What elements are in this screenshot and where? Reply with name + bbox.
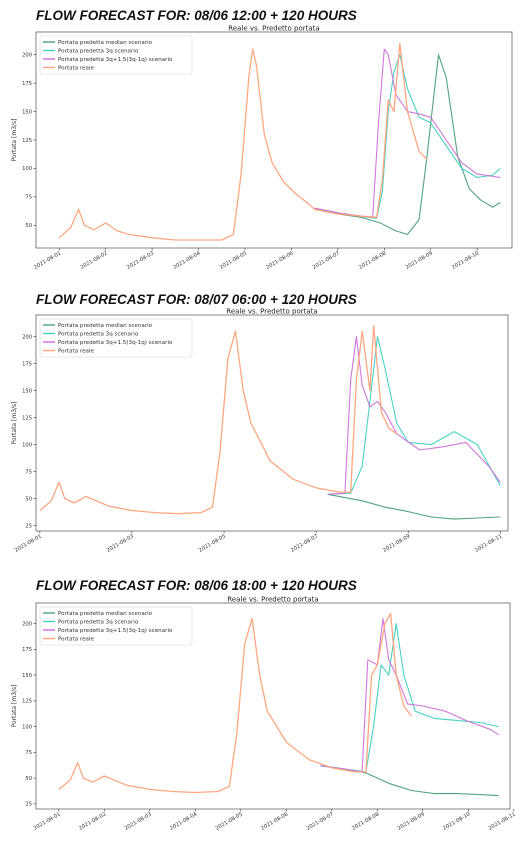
y-tick-label: 75 xyxy=(25,195,32,201)
x-tick-label: 2021-08-03 xyxy=(124,812,153,832)
x-tick-label: 2021-08-02 xyxy=(78,812,107,832)
x-tick-label: 2021-08-02 xyxy=(80,251,109,271)
x-tick-label: 2021-08-04 xyxy=(172,250,202,271)
series-line-q3iqr xyxy=(320,617,499,773)
y-tick-label: 100 xyxy=(22,724,32,730)
y-axis-label: Portata [m3/s] xyxy=(11,685,18,728)
flow-chart: Reale vs. Predetto portata Portata [m3/s]… xyxy=(11,308,509,554)
x-tick-label: 2021-08-07 xyxy=(312,251,341,271)
x-tick-label: 2021-08-09 xyxy=(382,534,411,554)
x-tick-label: 2021-08-08 xyxy=(358,251,387,271)
y-tick-label: 150 xyxy=(22,673,32,679)
x-tick-label: 2021-08-04 xyxy=(169,811,199,832)
forecast-heading: FLOW FORECAST FOR: 08/06 12:00 + 120 HOU… xyxy=(36,8,357,23)
flow-chart: Reale vs. Predetto portata Portata [m3/s]… xyxy=(11,596,517,832)
legend-box xyxy=(39,606,193,646)
x-tick-label: 2021-08-10 xyxy=(442,812,471,832)
legend-label-median: Portata predetta median scenario xyxy=(58,323,153,329)
x-tick-label: 2021-08-09 xyxy=(405,251,434,271)
y-tick-label: 200 xyxy=(22,621,32,627)
legend-label-reale: Portata reale xyxy=(58,66,95,72)
x-tick-label: 2021-08-05 xyxy=(215,812,244,832)
y-tick-label: 125 xyxy=(22,138,32,144)
series-line-reale xyxy=(58,612,412,794)
series-line-median xyxy=(327,493,501,520)
x-tick-label: 2021-08-05 xyxy=(219,251,248,271)
series-line-reale xyxy=(58,42,428,241)
legend-label-median: Portata predetta median scenario xyxy=(58,611,153,617)
x-tick-label: 2021-08-10 xyxy=(451,251,480,271)
y-tick-label: 25 xyxy=(25,523,32,529)
y-tick-label: 50 xyxy=(25,223,32,229)
x-tick-label: 2021-08-01 xyxy=(33,812,62,832)
y-tick-label: 200 xyxy=(22,334,32,340)
y-tick-label: 175 xyxy=(22,647,32,653)
y-tick-label: 25 xyxy=(25,802,32,808)
y-axis-label: Portata [m3/s] xyxy=(11,119,18,162)
flow-chart: Reale vs. Predetto portata Portata [m3/s]… xyxy=(11,25,513,271)
x-tick-label: 2021-08-08 xyxy=(351,812,380,832)
y-tick-label: 75 xyxy=(25,469,32,475)
forecast-panel-3: FLOW FORECAST FOR: 08/06 18:00 + 120 HOU… xyxy=(0,578,524,846)
x-tick-label: 2021-08-03 xyxy=(106,534,135,554)
y-tick-label: 100 xyxy=(22,442,32,448)
y-tick-label: 100 xyxy=(22,166,32,172)
y-axis-label: Portata [m3/s] xyxy=(11,402,18,445)
y-tick-label: 175 xyxy=(22,81,32,87)
series-line-reale xyxy=(39,325,398,515)
x-tick-label: 2021-08-05 xyxy=(198,534,227,554)
chart-title: Reale vs. Predetto portata xyxy=(227,596,318,604)
x-tick-label: 2021-08-09 xyxy=(397,812,426,832)
legend-label-reale: Portata reale xyxy=(58,637,95,643)
x-tick-label: 2021-08-01 xyxy=(33,251,62,271)
forecast-panel-2: FLOW FORECAST FOR: 08/07 06:00 + 120 HOU… xyxy=(0,292,524,569)
x-tick-label: 2021-08-07 xyxy=(306,812,335,832)
legend-box xyxy=(39,35,193,75)
y-tick-label: 150 xyxy=(22,388,32,394)
x-tick-label: 2021-08-07 xyxy=(290,534,319,554)
x-tick-label: 2021-08-11 xyxy=(488,812,517,832)
legend-label-reale: Portata reale xyxy=(58,349,95,355)
y-tick-label: 125 xyxy=(22,415,32,421)
forecast-heading: FLOW FORECAST FOR: 08/06 18:00 + 120 HOU… xyxy=(36,578,357,593)
legend-label-q3iqr: Portata predetta 3q+1.5(3q-1q) scenario xyxy=(58,628,173,634)
y-tick-label: 150 xyxy=(22,109,32,115)
legend-label-q3iqr: Portata predetta 3q+1.5(3q-1q) scenario xyxy=(58,340,173,346)
x-tick-label: 2021-08-11 xyxy=(474,534,503,554)
x-tick-label: 2021-08-03 xyxy=(126,251,155,271)
series-line-q3 xyxy=(327,336,501,495)
x-tick-label: 2021-08-06 xyxy=(265,251,294,271)
forecast-panel-1: FLOW FORECAST FOR: 08/06 12:00 + 120 HOU… xyxy=(0,8,524,278)
legend-label-q3iqr: Portata predetta 3q+1.5(3q-1q) scenario xyxy=(58,57,173,63)
legend-label-q3: Portata predetta 3q scenario xyxy=(58,49,139,55)
x-tick-label: 2021-08-01 xyxy=(14,534,43,554)
y-tick-label: 200 xyxy=(22,53,32,59)
chart-title: Reale vs. Predetto portata xyxy=(228,25,319,33)
legend-label-q3: Portata predetta 3q scenario xyxy=(58,332,139,338)
chart-title: Reale vs. Predetto portata xyxy=(226,308,317,316)
legend-box xyxy=(39,318,193,358)
legend-label-q3: Portata predetta 3q scenario xyxy=(58,620,139,626)
legend-label-median: Portata predetta median scenario xyxy=(58,40,153,46)
forecast-heading: FLOW FORECAST FOR: 08/07 06:00 + 120 HOU… xyxy=(36,292,357,307)
y-tick-label: 125 xyxy=(22,699,32,705)
y-tick-label: 175 xyxy=(22,361,32,367)
x-tick-label: 2021-08-06 xyxy=(260,812,289,832)
y-tick-label: 75 xyxy=(25,750,32,756)
y-tick-label: 50 xyxy=(25,776,32,782)
y-tick-label: 50 xyxy=(25,496,32,502)
